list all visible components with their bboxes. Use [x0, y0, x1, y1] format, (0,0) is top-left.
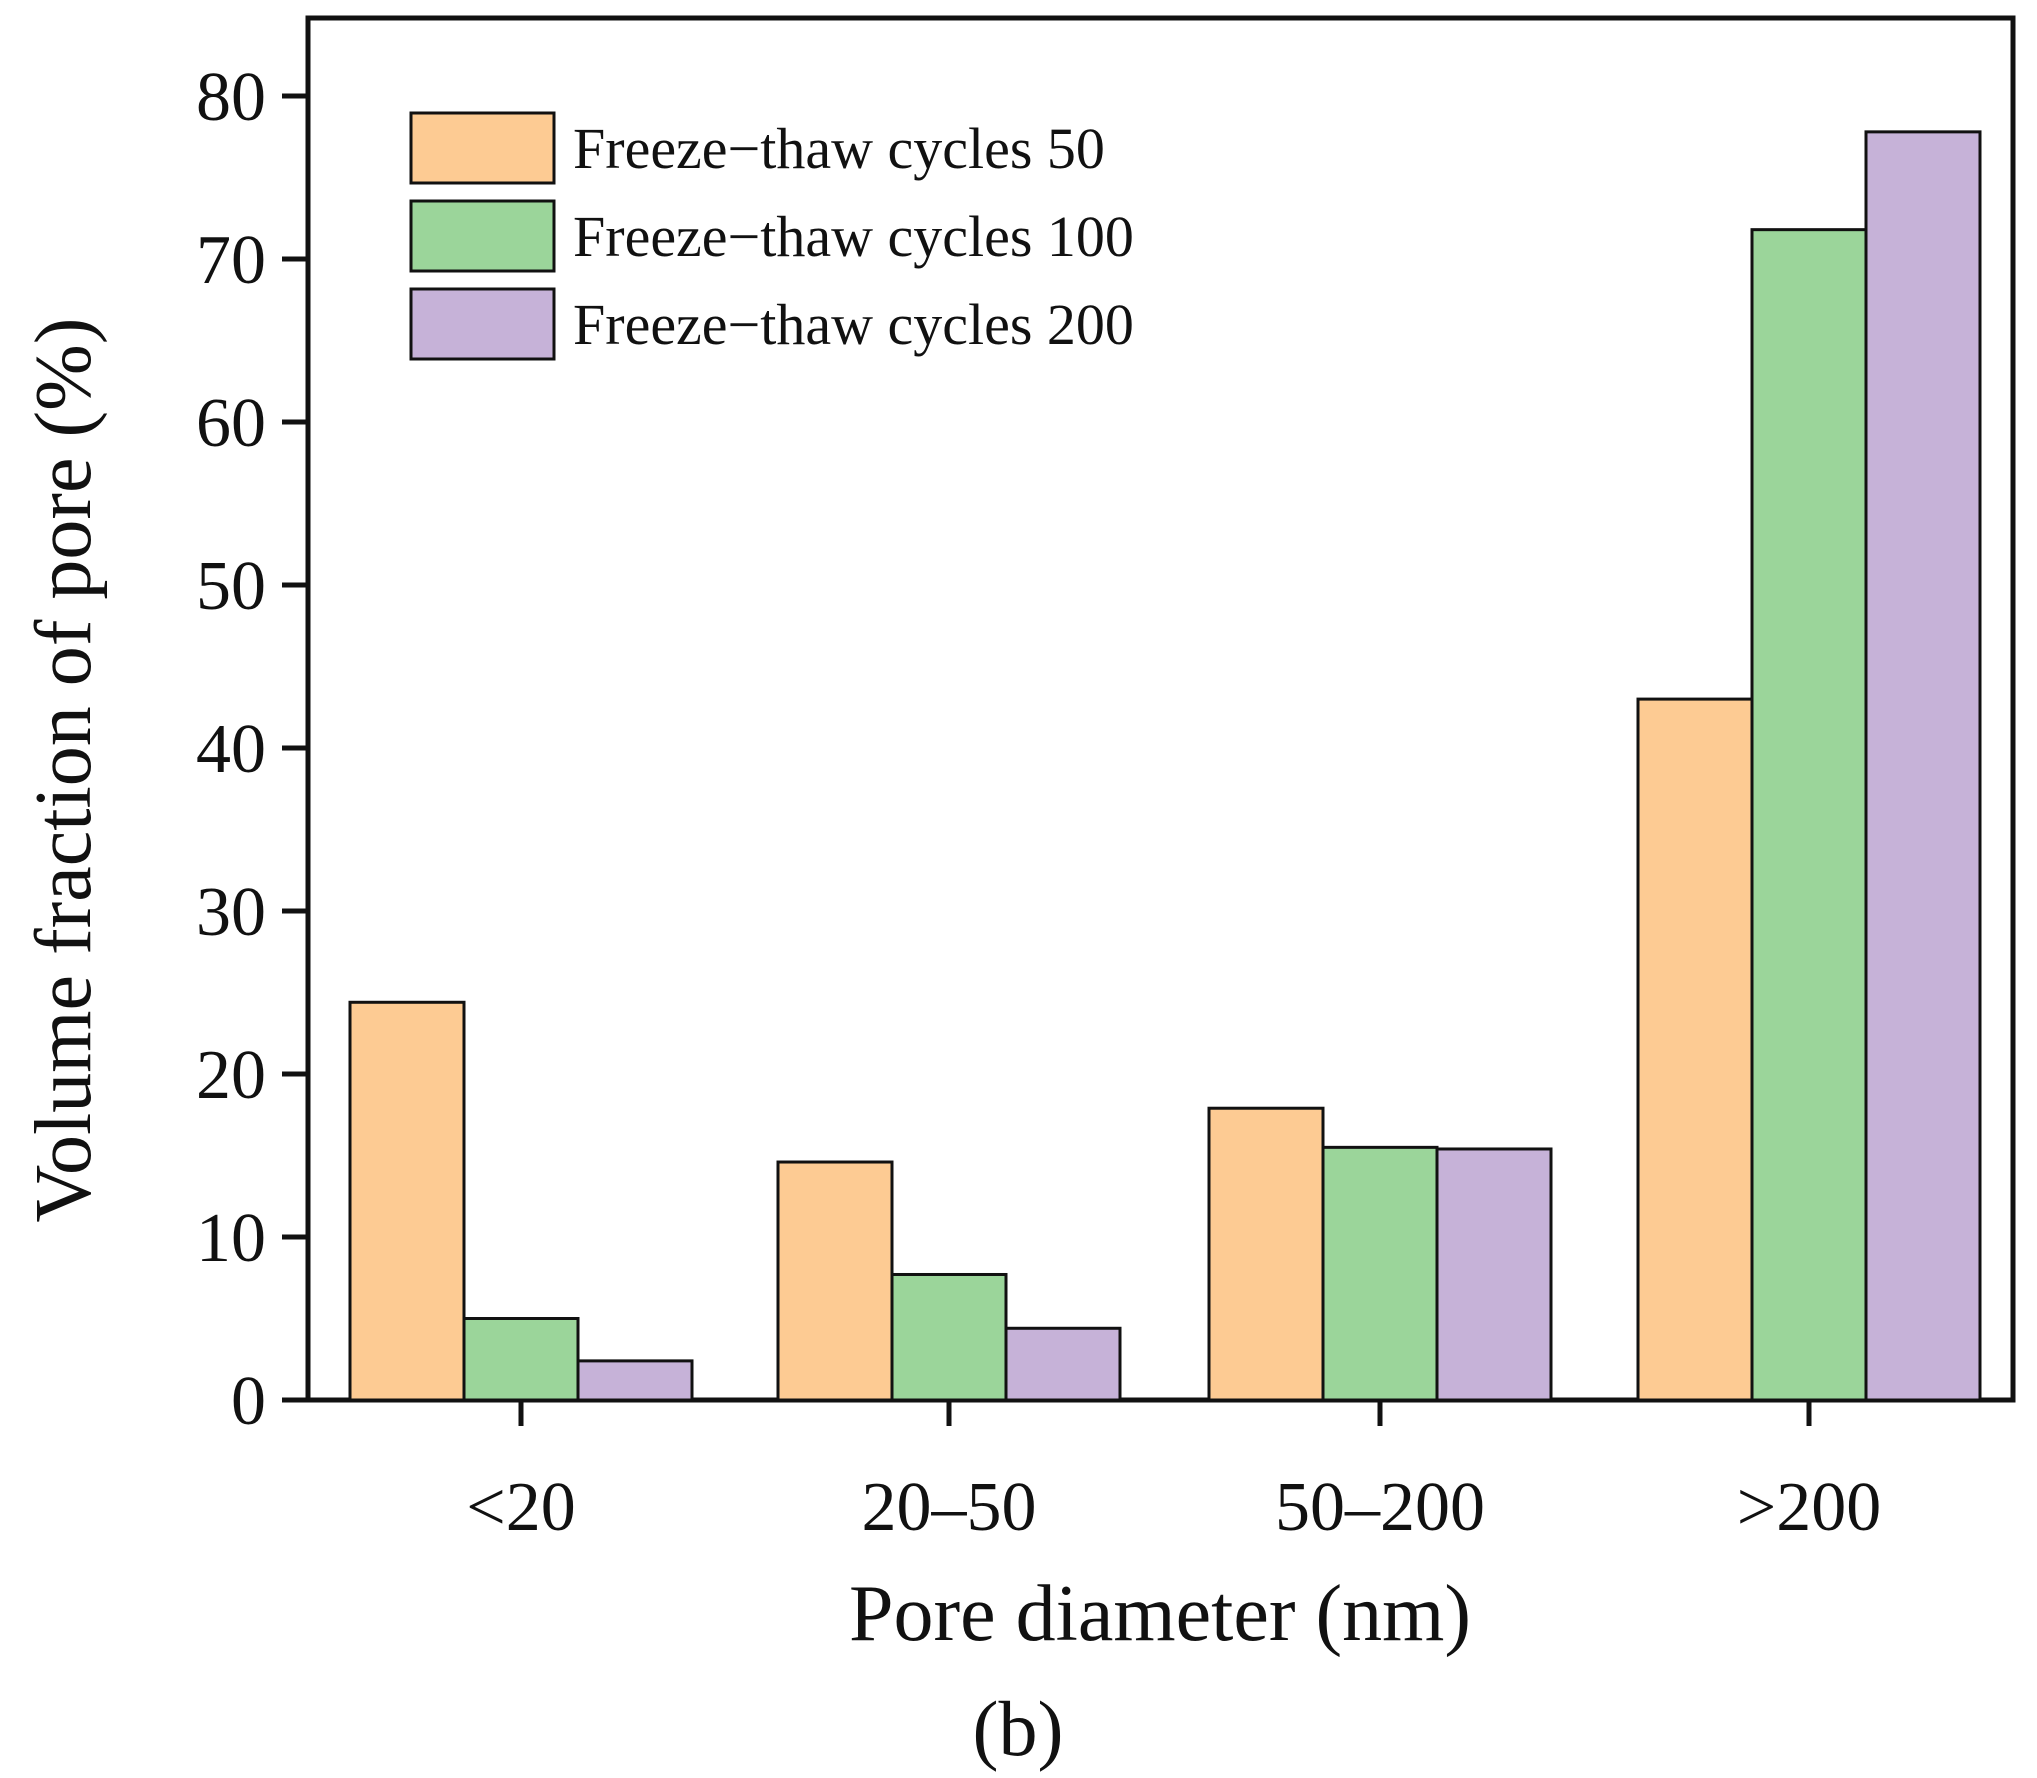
y-tick-label: 40 — [196, 711, 266, 788]
bar-20–50-series-1 — [776, 1160, 894, 1402]
y-tick-label: 80 — [196, 59, 266, 136]
legend: Freeze−thaw cycles 50 Freeze−thaw cycles … — [409, 111, 1134, 361]
legend-label-series-3: Freeze−thaw cycles 200 — [573, 292, 1134, 357]
y-tick-label: 10 — [196, 1200, 266, 1277]
legend-swatch-series-3 — [409, 287, 556, 361]
y-tick-label: 30 — [196, 874, 266, 951]
panel-label: (b) — [973, 1685, 1064, 1772]
bar->200-series-2 — [1750, 228, 1868, 1402]
y-axis-title: Volume fraction of pore (%) — [20, 318, 108, 1223]
bar-<20-series-1 — [348, 1000, 466, 1402]
x-axis: <20 20–50 50–200 >200 — [466, 1400, 1881, 1546]
y-tick-label: 20 — [196, 1037, 266, 1114]
bar-50–200-series-1 — [1207, 1106, 1325, 1402]
bar-20–50-series-3 — [1004, 1326, 1122, 1402]
bar-20–50-series-2 — [890, 1272, 1008, 1402]
y-tick-label: 60 — [196, 385, 266, 462]
x-tick-label: 50–200 — [1275, 1469, 1485, 1546]
y-axis: 0 10 20 30 40 50 60 70 80 — [196, 59, 308, 1440]
bar-50–200-series-2 — [1321, 1145, 1439, 1402]
legend-label-series-1: Freeze−thaw cycles 50 — [573, 116, 1105, 181]
bar->200-series-1 — [1636, 697, 1754, 1402]
bar-50–200-series-3 — [1435, 1147, 1553, 1402]
legend-swatch-series-2 — [409, 199, 556, 273]
x-axis-title: Pore diameter (nm) — [849, 1570, 1471, 1658]
x-tick-label: <20 — [466, 1469, 575, 1546]
legend-label-series-2: Freeze−thaw cycles 100 — [573, 204, 1134, 269]
x-tick-label: >200 — [1737, 1469, 1881, 1546]
legend-swatch-series-1 — [409, 111, 556, 185]
bar->200-series-3 — [1864, 130, 1982, 1402]
y-tick-label: 50 — [196, 548, 266, 625]
bar-<20-series-2 — [462, 1317, 580, 1402]
x-tick-label: 20–50 — [862, 1469, 1037, 1546]
plot-frame — [305, 15, 2016, 1403]
y-tick-label: 0 — [231, 1363, 266, 1440]
bar-<20-series-3 — [576, 1359, 694, 1402]
y-tick-label: 70 — [196, 222, 266, 299]
